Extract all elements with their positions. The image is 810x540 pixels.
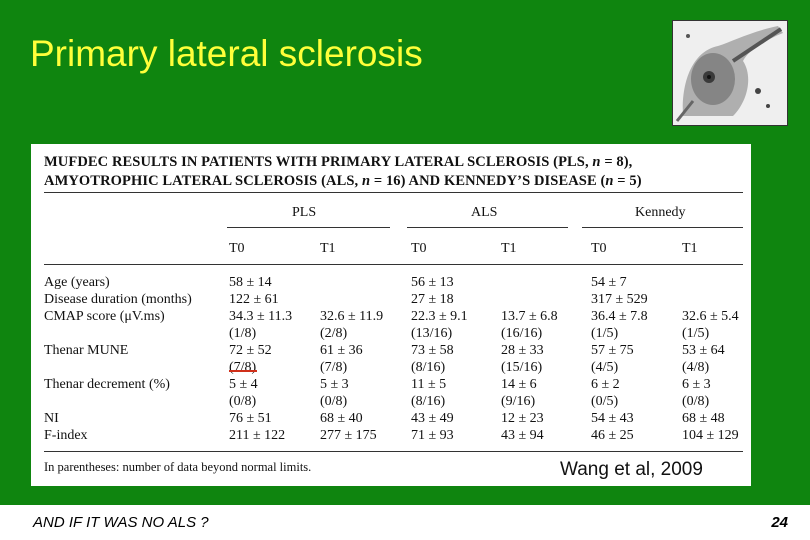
table-cell: 211 ± 122: [229, 428, 286, 443]
column-header: T1: [501, 241, 517, 256]
table-cell: 22.3 ± 9.1: [411, 309, 468, 324]
column-header: T0: [411, 241, 427, 256]
row-label: Thenar MUNE: [44, 343, 129, 358]
row-label: CMAP score (μV.ms): [44, 309, 165, 324]
bottom-bar: [0, 505, 810, 540]
table-cell: 46 ± 25: [591, 428, 634, 443]
table-cell: 68 ± 48: [682, 411, 725, 426]
group-rule-als: [407, 227, 568, 228]
table-cell: (4/8): [682, 360, 710, 375]
table-cell: 5 ± 4: [229, 377, 258, 392]
page-number: 24: [771, 514, 788, 531]
group-header-als: ALS: [471, 205, 498, 220]
table-cell: 43 ± 94: [501, 428, 544, 443]
table-cell: 32.6 ± 11.9: [320, 309, 384, 324]
table-cell: 71 ± 93: [411, 428, 454, 443]
table-cell: 36.4 ± 7.8: [591, 309, 648, 324]
table-cell: (8/16): [411, 360, 446, 375]
column-header: T0: [229, 241, 245, 256]
annotation-underline: [229, 370, 257, 372]
table-cell: (7/8): [229, 360, 257, 375]
row-label: F-index: [44, 428, 88, 443]
table-cell: 11 ± 5: [411, 377, 447, 392]
table-cell: (0/5): [591, 394, 619, 409]
table-cell: (1/5): [682, 326, 710, 341]
table-cell: 28 ± 33: [501, 343, 544, 358]
table-cell: 61 ± 36: [320, 343, 363, 358]
table-cell: 72 ± 52: [229, 343, 272, 358]
table-cell: 13.7 ± 6.8: [501, 309, 558, 324]
table-bottom-rule: [44, 451, 743, 452]
table-cell: 54 ± 43: [591, 411, 634, 426]
table-cell: (7/8): [320, 360, 348, 375]
slide-title: Primary lateral sclerosis: [30, 33, 423, 74]
table-cell: 277 ± 175: [320, 428, 377, 443]
results-table-card: MUFDEC RESULTS IN PATIENTS WITH PRIMARY …: [31, 144, 751, 486]
group-header-kennedy: Kennedy: [635, 205, 686, 220]
row-label: NI: [44, 411, 59, 426]
column-header: T1: [682, 241, 698, 256]
table-top-rule: [44, 192, 743, 193]
bottom-text: AND IF IT WAS NO ALS ?: [33, 514, 209, 531]
citation: Wang et al, 2009: [556, 459, 707, 481]
table-cell: 27 ± 18: [411, 292, 454, 307]
table-cell: (15/16): [501, 360, 543, 375]
table-cell: 73 ± 58: [411, 343, 454, 358]
table-cell: 5 ± 3: [320, 377, 349, 392]
table-cell: 56 ± 13: [411, 275, 454, 290]
table-cell: (4/5): [591, 360, 619, 375]
header-bottom-rule: [44, 264, 743, 265]
table-cell: (16/16): [501, 326, 543, 341]
table-cell: 54 ± 7: [591, 275, 627, 290]
table-cell: 12 ± 23: [501, 411, 544, 426]
table-cell: 43 ± 49: [411, 411, 454, 426]
row-label: Thenar decrement (%): [44, 377, 170, 392]
table-cell: (1/8): [229, 326, 257, 341]
table-cell: 122 ± 61: [229, 292, 279, 307]
table-cell: 32.6 ± 5.4: [682, 309, 739, 324]
table-cell: 53 ± 64: [682, 343, 725, 358]
table-cell: 317 ± 529: [591, 292, 648, 307]
table-cell: 34.3 ± 11.3: [229, 309, 293, 324]
table-caption: MUFDEC RESULTS IN PATIENTS WITH PRIMARY …: [44, 154, 642, 189]
row-label: Disease duration (months): [44, 292, 192, 307]
group-header-pls: PLS: [292, 205, 317, 220]
group-rule-pls: [227, 227, 390, 228]
table-cell: 68 ± 40: [320, 411, 363, 426]
table-cell: (1/5): [591, 326, 619, 341]
table-cell: 58 ± 14: [229, 275, 272, 290]
table-cell: (0/8): [229, 394, 257, 409]
table-cell: (0/8): [682, 394, 710, 409]
table-cell: 76 ± 51: [229, 411, 272, 426]
column-header: T0: [591, 241, 607, 256]
table-cell: 6 ± 2: [591, 377, 620, 392]
table-cell: 14 ± 6: [501, 377, 537, 392]
row-label: Age (years): [44, 275, 110, 290]
table-cell: (2/8): [320, 326, 348, 341]
table-cell: 57 ± 75: [591, 343, 634, 358]
group-rule-kennedy: [582, 227, 743, 228]
neuron-micrograph-image: [672, 20, 788, 126]
table-cell: 6 ± 3: [682, 377, 711, 392]
table-cell: (9/16): [501, 394, 536, 409]
table-cell: (8/16): [411, 394, 446, 409]
column-header: T1: [320, 241, 336, 256]
table-cell: (0/8): [320, 394, 348, 409]
table-cell: (13/16): [411, 326, 453, 341]
table-footnote: In parentheses: number of data beyond no…: [44, 460, 312, 474]
table-cell: 104 ± 129: [682, 428, 739, 443]
